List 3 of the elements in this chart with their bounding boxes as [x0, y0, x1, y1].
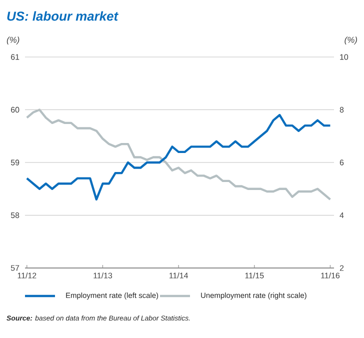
y2-axis-title: (%) [344, 36, 357, 44]
chart-title: US: labour market [7, 11, 118, 21]
y-axis-title: (%) [6, 36, 20, 44]
